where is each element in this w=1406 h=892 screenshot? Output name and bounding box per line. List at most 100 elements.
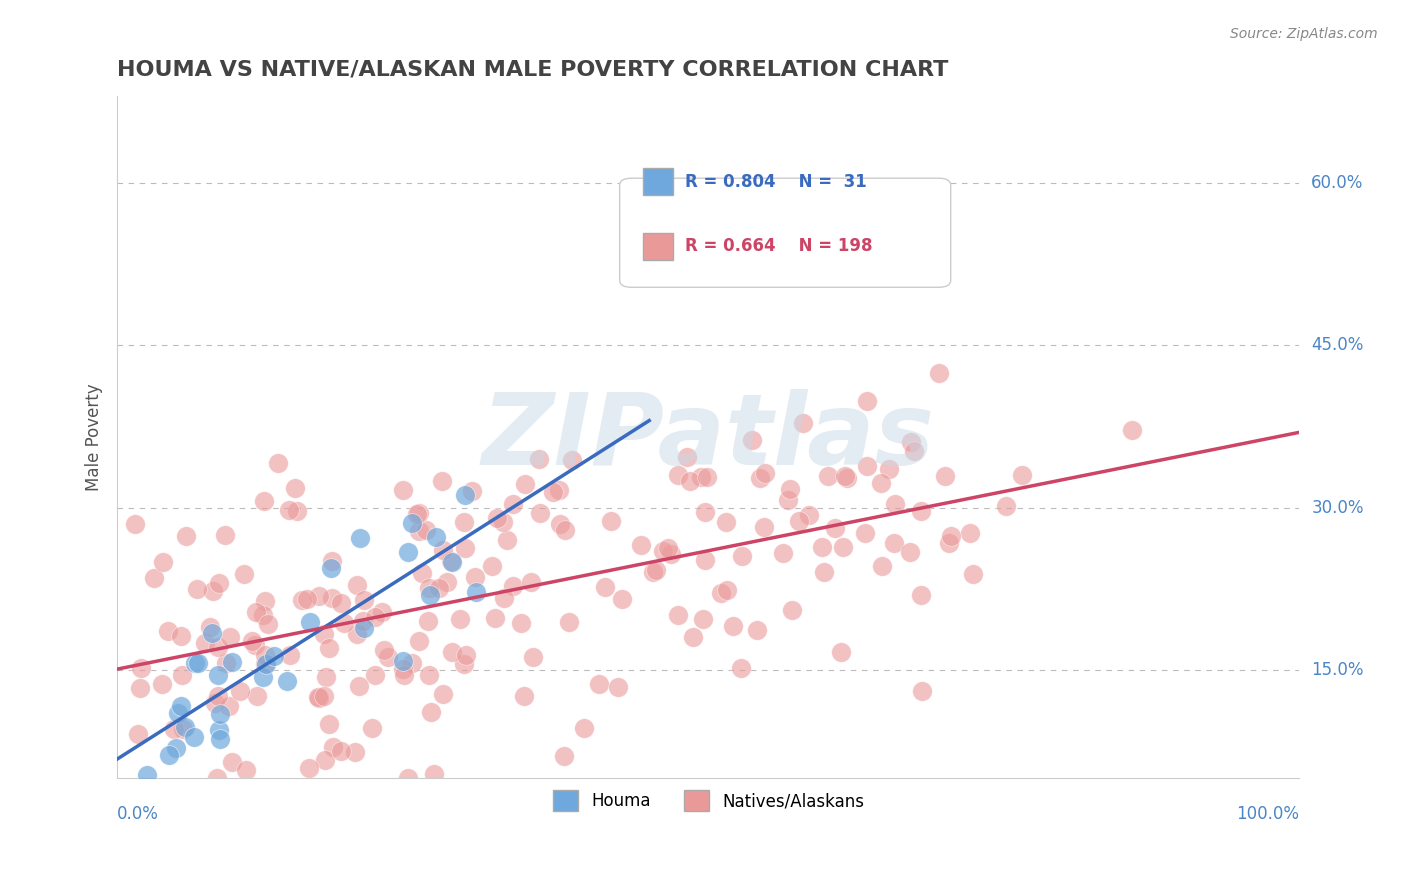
Point bbox=[554, 523, 576, 537]
Point bbox=[1121, 423, 1143, 437]
Point bbox=[959, 526, 981, 541]
Point bbox=[392, 483, 415, 497]
Point bbox=[776, 492, 799, 507]
Point bbox=[253, 493, 276, 508]
Point bbox=[461, 483, 484, 498]
Point bbox=[129, 660, 152, 674]
Point bbox=[513, 477, 536, 491]
Point bbox=[312, 689, 335, 703]
Text: 45.0%: 45.0% bbox=[1312, 336, 1364, 354]
Point bbox=[254, 657, 277, 671]
Point bbox=[284, 482, 307, 496]
Point bbox=[695, 505, 717, 519]
Point bbox=[513, 690, 536, 704]
Point bbox=[481, 559, 503, 574]
Point bbox=[295, 591, 318, 606]
Point bbox=[485, 510, 508, 524]
Point bbox=[657, 541, 679, 556]
Point bbox=[240, 634, 263, 648]
Point bbox=[716, 583, 738, 598]
FancyBboxPatch shape bbox=[644, 168, 673, 195]
Point bbox=[343, 746, 366, 760]
Point bbox=[329, 744, 352, 758]
Point bbox=[884, 497, 907, 511]
Point bbox=[245, 605, 267, 619]
Point bbox=[747, 623, 769, 637]
Point bbox=[253, 594, 276, 608]
Point bbox=[427, 581, 450, 595]
Point bbox=[221, 655, 243, 669]
Point bbox=[391, 662, 413, 676]
Point bbox=[519, 574, 541, 589]
Point bbox=[285, 503, 308, 517]
Point bbox=[911, 684, 934, 698]
Point bbox=[716, 515, 738, 529]
Point bbox=[166, 706, 188, 721]
Point bbox=[962, 566, 984, 581]
Point bbox=[129, 681, 152, 695]
Point bbox=[938, 536, 960, 550]
Point bbox=[600, 514, 623, 528]
Point bbox=[522, 649, 544, 664]
Point bbox=[995, 500, 1018, 514]
Point bbox=[183, 656, 205, 670]
Point bbox=[436, 574, 458, 589]
Point bbox=[277, 503, 299, 517]
Legend: Houma, Natives/Alaskans: Houma, Natives/Alaskans bbox=[546, 784, 870, 817]
Point bbox=[208, 706, 231, 721]
Point bbox=[883, 536, 905, 550]
Point bbox=[364, 668, 387, 682]
Point bbox=[200, 620, 222, 634]
Point bbox=[939, 528, 962, 542]
Point bbox=[318, 717, 340, 731]
Point bbox=[187, 657, 209, 671]
Point bbox=[371, 605, 394, 619]
Point bbox=[252, 669, 274, 683]
Point bbox=[408, 506, 430, 520]
Point bbox=[612, 592, 634, 607]
Point bbox=[548, 516, 571, 531]
Point bbox=[484, 611, 506, 625]
Point bbox=[172, 667, 194, 681]
Point bbox=[495, 533, 517, 548]
Point bbox=[420, 706, 443, 720]
Point bbox=[229, 684, 252, 698]
Point bbox=[418, 581, 440, 595]
Text: R = 0.804    N =  31: R = 0.804 N = 31 bbox=[685, 173, 866, 191]
Point bbox=[453, 657, 475, 671]
Point bbox=[291, 593, 314, 607]
Point bbox=[298, 615, 321, 630]
Point bbox=[689, 469, 711, 483]
Point bbox=[201, 625, 224, 640]
Point bbox=[548, 483, 571, 497]
Point bbox=[877, 462, 900, 476]
Point bbox=[174, 720, 197, 734]
Point bbox=[492, 516, 515, 530]
Point bbox=[440, 554, 463, 568]
FancyBboxPatch shape bbox=[644, 233, 673, 260]
Point bbox=[207, 668, 229, 682]
Point bbox=[396, 545, 419, 559]
Point bbox=[425, 530, 447, 544]
Point bbox=[432, 543, 454, 558]
Point bbox=[406, 507, 429, 521]
Point bbox=[257, 616, 280, 631]
Point bbox=[298, 760, 321, 774]
Point bbox=[263, 649, 285, 664]
Point bbox=[593, 580, 616, 594]
Point bbox=[817, 469, 839, 483]
Point bbox=[215, 656, 238, 670]
Point bbox=[502, 497, 524, 511]
Point bbox=[333, 615, 356, 630]
Point bbox=[834, 469, 856, 483]
Point bbox=[779, 482, 801, 496]
Point bbox=[510, 616, 533, 631]
Point bbox=[748, 471, 770, 485]
Point bbox=[630, 538, 652, 552]
Point bbox=[855, 459, 877, 474]
Point bbox=[651, 544, 673, 558]
Point bbox=[910, 504, 932, 518]
Point bbox=[392, 668, 415, 682]
Point bbox=[391, 654, 413, 668]
Point bbox=[553, 748, 575, 763]
